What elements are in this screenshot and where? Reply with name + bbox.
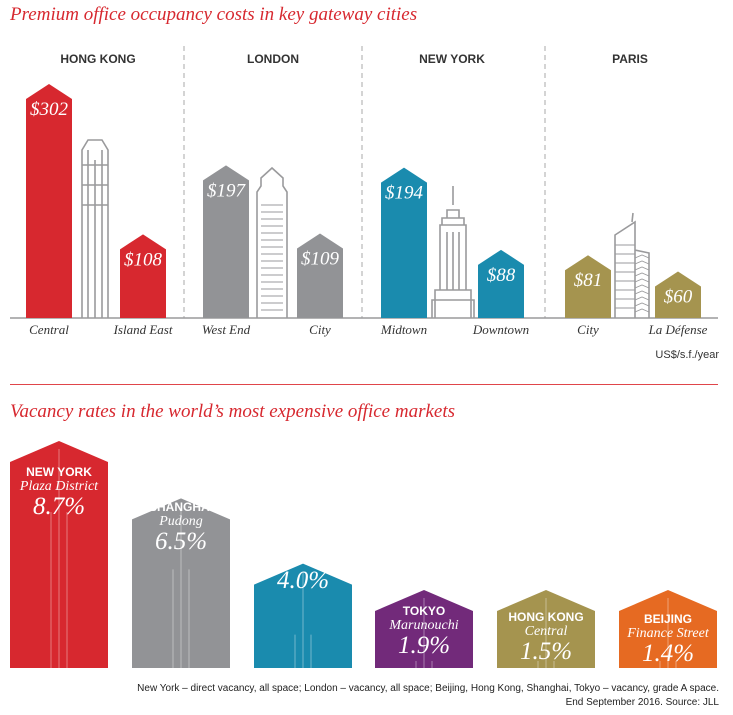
vacancy-district: Plaza District bbox=[19, 479, 99, 494]
watermark-lines bbox=[415, 598, 433, 668]
cost-value-label: $60 bbox=[664, 287, 693, 308]
vacancy-city: NEW YORK bbox=[26, 465, 92, 479]
building-lines bbox=[446, 232, 460, 290]
vacancy-label-shanghai: SHANGHAI Pudong 6.5% bbox=[132, 500, 230, 555]
cost-value-label: $109 bbox=[301, 249, 340, 270]
vacancy-city: BEIJING bbox=[643, 612, 692, 626]
vacancy-bar bbox=[497, 590, 595, 668]
cost-bar bbox=[655, 271, 701, 318]
tower-chevron bbox=[634, 290, 650, 295]
cost-bar bbox=[26, 84, 72, 318]
tower-lines bbox=[87, 150, 103, 318]
cost-value-label: $81 bbox=[574, 270, 603, 291]
cost-value-label: $197 bbox=[207, 180, 247, 201]
cost-value-label: $302 bbox=[30, 99, 69, 120]
vacancy-label-tokyo: TOKYO Marunouchi 1.9% bbox=[375, 604, 473, 659]
tower-chevron bbox=[634, 308, 650, 313]
chart-title-costs: Premium office occupancy costs in key ga… bbox=[10, 4, 418, 25]
cost-bar bbox=[203, 165, 249, 318]
vacancy-label-hong-kong: HONG KONG Central 1.5% bbox=[497, 610, 595, 665]
watermark-lines bbox=[659, 598, 677, 668]
tower-outline bbox=[256, 166, 288, 318]
cost-bar bbox=[297, 233, 343, 318]
tower-chevron bbox=[634, 296, 650, 301]
tower-chevron bbox=[634, 278, 650, 283]
tower-chevron bbox=[634, 284, 650, 289]
tower-chevron bbox=[634, 272, 650, 277]
district-label: City bbox=[309, 322, 331, 337]
empire-state-icon bbox=[431, 186, 475, 318]
vacancy-city: LONDON bbox=[277, 539, 329, 553]
cost-bar bbox=[565, 255, 611, 318]
vacancy-district: Central bbox=[524, 624, 568, 639]
landmark-watermark-icon bbox=[50, 449, 68, 668]
vacancy-district: Pudong bbox=[159, 514, 203, 529]
city-label-london: LONDON bbox=[247, 52, 299, 66]
tower-chevron bbox=[634, 302, 650, 307]
section-divider bbox=[10, 384, 718, 385]
unit-label: US$/s.f./year bbox=[655, 349, 719, 361]
vacancy-bar bbox=[10, 441, 108, 668]
district-label: City bbox=[577, 322, 599, 337]
tower-outline bbox=[81, 139, 109, 318]
chart-title-vacancy: Vacancy rates in the world’s most expens… bbox=[10, 401, 455, 422]
building-outline bbox=[431, 186, 475, 318]
landmark-watermark-icon bbox=[415, 598, 433, 668]
vacancy-label-london: LONDON West End 4.0% bbox=[254, 539, 352, 594]
vacancy-bar bbox=[375, 590, 473, 668]
vacancy-bar bbox=[132, 498, 230, 668]
watermark-lines bbox=[537, 598, 555, 668]
vacancy-city: TOKYO bbox=[402, 604, 446, 618]
vacancy-label-new-york: NEW YORK Plaza District 8.7% bbox=[10, 465, 108, 520]
vacancy-value: 8.7% bbox=[32, 493, 86, 520]
cost-bar bbox=[381, 167, 427, 318]
tower-spire bbox=[631, 212, 634, 223]
vacancy-value: 4.0% bbox=[276, 567, 330, 594]
tower-chevron bbox=[634, 260, 650, 265]
footnote-source: End September 2016. Source: JLL bbox=[565, 697, 719, 708]
vacancy-district: Finance Street bbox=[627, 626, 709, 641]
district-label: Central bbox=[29, 322, 69, 337]
vacancy-bar bbox=[619, 590, 717, 668]
hong-kong-tower-icon bbox=[81, 139, 109, 318]
city-label-paris: PARIS bbox=[612, 52, 648, 66]
vacancy-district: West End bbox=[277, 553, 329, 568]
district-label: Midtown bbox=[380, 322, 428, 337]
london-tower-icon bbox=[256, 166, 288, 318]
vacancy-district: Marunouchi bbox=[389, 618, 459, 633]
city-label-hong-kong: HONG KONG bbox=[60, 52, 136, 66]
vacancy-bar bbox=[254, 563, 352, 668]
district-label: West End bbox=[201, 322, 251, 337]
watermark-lines bbox=[50, 449, 68, 668]
vacancy-city: HONG KONG bbox=[508, 610, 584, 624]
vacancy-value: 1.5% bbox=[519, 638, 573, 665]
landmark-watermark-icon bbox=[537, 598, 555, 668]
tower-chevron bbox=[634, 266, 650, 271]
footnote-definitions: New York – direct vacancy, all space; Lo… bbox=[137, 683, 719, 694]
vacancy-value: 6.5% bbox=[154, 528, 208, 555]
cost-value-label: $108 bbox=[124, 249, 163, 270]
watermark-lines bbox=[172, 506, 190, 668]
district-label: Downtown bbox=[472, 322, 530, 337]
cost-bar bbox=[478, 249, 524, 318]
district-label: La Défense bbox=[648, 322, 708, 337]
watermark-lines bbox=[294, 571, 312, 668]
vacancy-value: 1.4% bbox=[641, 640, 695, 667]
landmark-watermark-icon bbox=[294, 571, 312, 668]
vacancy-city: SHANGHAI bbox=[148, 500, 213, 514]
landmark-watermark-icon bbox=[659, 598, 677, 668]
cost-bar bbox=[120, 234, 166, 318]
cost-value-label: $194 bbox=[385, 183, 424, 204]
vacancy-label-beijing: BEIJING Finance Street 1.4% bbox=[619, 612, 717, 667]
landmark-watermark-icon bbox=[172, 506, 190, 668]
cost-value-label: $88 bbox=[487, 265, 516, 286]
district-label: Island East bbox=[113, 322, 173, 337]
paris-tower-icon bbox=[614, 212, 650, 318]
tower-chevron bbox=[634, 254, 650, 259]
vacancy-value: 1.9% bbox=[397, 632, 451, 659]
city-label-new-york: NEW YORK bbox=[419, 52, 485, 66]
